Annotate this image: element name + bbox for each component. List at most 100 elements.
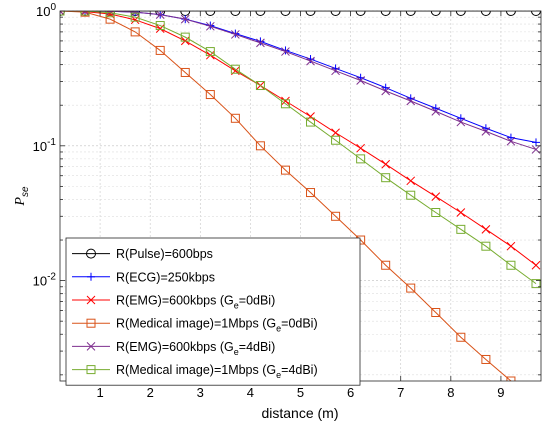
series-point	[205, 11, 216, 16]
legend-entry: R(Medical image)=1Mbps (Ge=4dBi)	[72, 363, 318, 380]
series-point-a	[60, 11, 65, 16]
series-point-b	[281, 47, 290, 56]
series-point	[431, 208, 441, 218]
x-tick-label: 1	[96, 385, 103, 400]
series-point	[381, 260, 391, 270]
x-tick-label: 3	[197, 385, 204, 400]
series-point	[406, 283, 416, 293]
series-point	[230, 64, 240, 74]
legend-marker	[87, 272, 95, 281]
series-point	[356, 143, 365, 153]
series-point	[205, 21, 215, 31]
x-tick-label: 7	[397, 385, 404, 400]
legend-entry: R(EMG)=600kbps (Ge=4dBi)	[72, 340, 275, 357]
series-point	[330, 11, 341, 16]
series-point	[180, 32, 190, 42]
series-point	[381, 159, 391, 169]
series-point	[355, 11, 366, 16]
legend-marker-b	[86, 295, 96, 305]
series-point	[180, 14, 190, 24]
series-point-b	[381, 86, 391, 96]
series-point	[205, 90, 215, 100]
legend-entry: R(Pulse)=600bps	[72, 247, 213, 261]
series-point-b	[130, 11, 138, 17]
series-point	[81, 11, 90, 15]
series-5	[60, 11, 541, 154]
series-point-b	[130, 15, 140, 25]
series-point	[481, 241, 491, 251]
series-point-b	[331, 128, 340, 138]
series-point	[130, 12, 140, 22]
series-point	[356, 154, 366, 164]
y-axis-label: Pse	[13, 186, 31, 207]
series-point	[481, 354, 491, 364]
series-point	[255, 81, 265, 91]
series-point-b	[381, 159, 391, 169]
series-point	[280, 99, 290, 109]
series-4	[60, 11, 540, 406]
series-point	[431, 192, 441, 201]
series-point	[231, 30, 240, 39]
series-point	[105, 11, 115, 18]
series-point	[530, 11, 541, 16]
series-point	[381, 86, 391, 96]
series-point	[506, 260, 516, 270]
series-point	[481, 126, 491, 136]
series-point	[406, 96, 416, 106]
series-point	[381, 173, 391, 183]
series-point-b	[231, 30, 240, 39]
legend-marker	[86, 318, 96, 328]
series-point	[406, 190, 416, 200]
series-point	[60, 11, 65, 16]
series-point	[431, 307, 441, 317]
series-point-b	[506, 136, 516, 146]
series-point-b	[431, 192, 441, 201]
legend-label: R(Medical image)=1Mbps (Ge=0dBi)	[116, 317, 318, 334]
series-point	[105, 14, 115, 24]
x-tick-label: 9	[497, 385, 504, 400]
legend-label: R(ECG)=250kbps	[116, 270, 215, 284]
y-tick-label: 10-2	[33, 272, 57, 289]
series-point	[130, 11, 140, 17]
series-point	[480, 11, 491, 16]
series-point	[506, 376, 516, 381]
series-point	[331, 135, 341, 145]
x-tick-label: 4	[247, 385, 254, 400]
series-point-b	[80, 11, 86, 16]
series-point	[255, 141, 265, 151]
series-point	[532, 398, 540, 406]
series-point	[331, 128, 340, 138]
series-point	[230, 113, 240, 123]
series-point	[406, 176, 416, 186]
series-point	[230, 11, 241, 16]
series-point	[281, 96, 290, 106]
legend-entry: R(Medical image)=1Mbps (Ge=0dBi)	[72, 317, 318, 334]
series-point-b	[456, 208, 466, 217]
series-point-b	[531, 260, 541, 270]
series-point	[431, 107, 441, 116]
series-point	[256, 37, 265, 46]
series-point	[306, 56, 315, 66]
series-point	[456, 332, 466, 342]
series-point	[255, 11, 266, 16]
series-point-b	[456, 117, 466, 127]
series-point	[356, 76, 365, 85]
x-tick-label: 6	[347, 385, 354, 400]
series-point	[506, 241, 516, 251]
series-point	[281, 47, 290, 56]
series-point	[531, 279, 541, 289]
series-point	[430, 11, 441, 16]
series-6	[60, 11, 541, 289]
series-point	[505, 11, 516, 16]
series-point	[456, 114, 465, 123]
series-point	[80, 11, 90, 16]
series-point	[155, 24, 165, 33]
series-point	[155, 45, 165, 55]
legend-marker	[86, 295, 96, 305]
series-point	[306, 112, 315, 121]
series-point	[306, 188, 316, 198]
series-point	[456, 224, 466, 234]
legend-marker	[86, 342, 96, 351]
